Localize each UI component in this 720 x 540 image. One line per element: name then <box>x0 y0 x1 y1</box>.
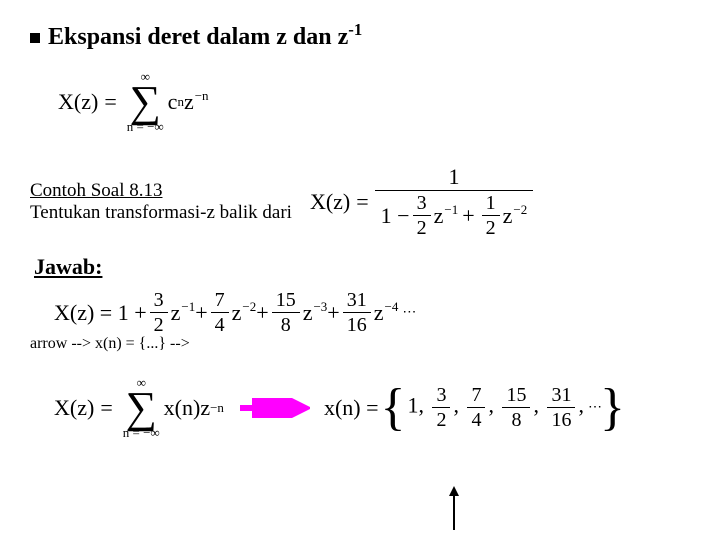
example-text: Tentukan transformasi-z balik dari <box>30 202 292 224</box>
definition-equation: X(z) = ∞ ∑ n = −∞ cnz−n <box>58 69 690 134</box>
seq-item: 3116 <box>547 385 575 430</box>
expansion-term-z: z−3 <box>303 300 328 326</box>
expansion-term-z: z−4 <box>374 300 399 326</box>
seq-item: 1 <box>407 393 418 418</box>
expansion-dots: ⋯ <box>402 304 412 321</box>
example-block: Contoh Soal 8.13 Tentukan transformasi-z… <box>30 164 690 240</box>
heading-text: Ekspansi deret dalam z dan z <box>48 24 348 50</box>
heading-sup: -1 <box>348 20 362 39</box>
slide-heading: Ekspansi deret dalam z dan z-1 <box>30 24 690 51</box>
expansion-term-frac: 74 <box>211 290 229 335</box>
bullet-icon <box>30 33 40 43</box>
expansion-equation: X(z) = 1 + 32z−1 + 74z−2 + 158z−3 + 3116… <box>54 290 690 335</box>
right-arrow-icon <box>238 398 310 418</box>
eq1-lhs: X(z) <box>58 89 98 115</box>
expansion-term-z: z−2 <box>232 300 257 326</box>
expansion-term-z: z−1 <box>171 300 196 326</box>
expansion-term-frac: 32 <box>150 290 168 335</box>
sigma: ∞ ∑ n = −∞ <box>127 69 164 134</box>
example-rhs: X(z) = 1 1 − 3 2 z−1 + 1 <box>310 164 533 240</box>
pointer-arrow-icon <box>444 486 464 532</box>
answer-label: Jawab: <box>34 254 690 280</box>
expansion-term-frac: 3116 <box>343 290 371 335</box>
sigma-icon: ∞ ∑ n = −∞ <box>123 375 160 440</box>
example-title: Contoh Soal 8.13 <box>30 180 292 202</box>
result-row: X(z) = ∞ ∑ n = −∞ x(n)z−n x(n) = { 1, 32… <box>54 375 690 440</box>
seq-item: 74 <box>467 385 485 430</box>
seq-item: 158 <box>502 385 530 430</box>
seq-item: 32 <box>432 385 450 430</box>
expansion-term-frac: 158 <box>272 290 300 335</box>
